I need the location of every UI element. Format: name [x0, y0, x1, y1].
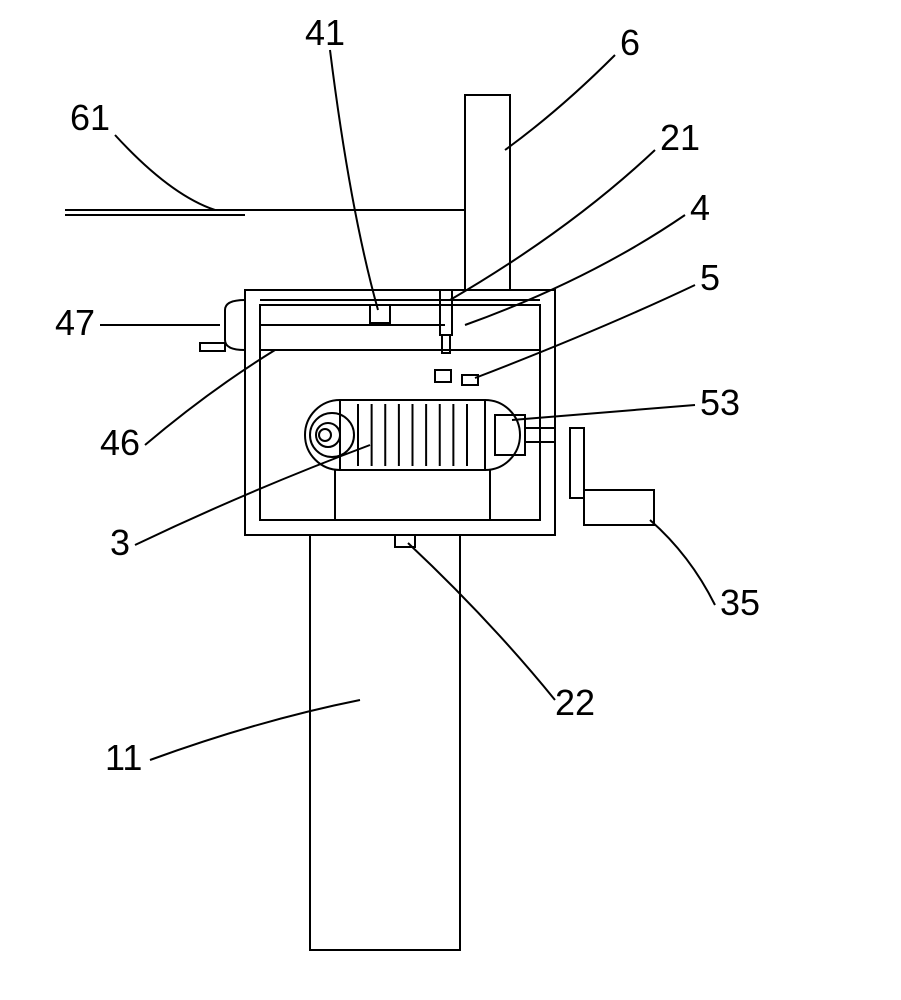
label-47: 47 — [55, 302, 95, 343]
technical-diagram: 61 41 6 21 4 5 47 46 3 11 53 35 22 — [0, 0, 901, 1000]
label-41: 41 — [305, 12, 345, 53]
label-35: 35 — [720, 582, 760, 623]
label-46: 46 — [100, 422, 140, 463]
leader-L46 — [145, 350, 275, 445]
leader-L11 — [150, 700, 360, 760]
labels-layer: 61 41 6 21 4 5 47 46 3 11 53 35 22 — [55, 12, 760, 778]
leader-L61 — [115, 135, 215, 210]
label-53: 53 — [700, 382, 740, 423]
leader-L6 — [505, 55, 615, 150]
label-6: 6 — [620, 22, 640, 63]
leader-L41 — [330, 50, 378, 310]
leader-L5 — [475, 285, 695, 378]
label-61: 61 — [70, 97, 110, 138]
label-21: 21 — [660, 117, 700, 158]
label-3: 3 — [110, 522, 130, 563]
label-5: 5 — [700, 257, 720, 298]
leader-L35 — [650, 520, 715, 605]
leaders-layer — [100, 50, 715, 760]
label-22: 22 — [555, 682, 595, 723]
label-4: 4 — [690, 187, 710, 228]
leader-L21 — [450, 150, 655, 300]
label-11: 11 — [105, 737, 142, 778]
leader-L22 — [408, 543, 555, 700]
